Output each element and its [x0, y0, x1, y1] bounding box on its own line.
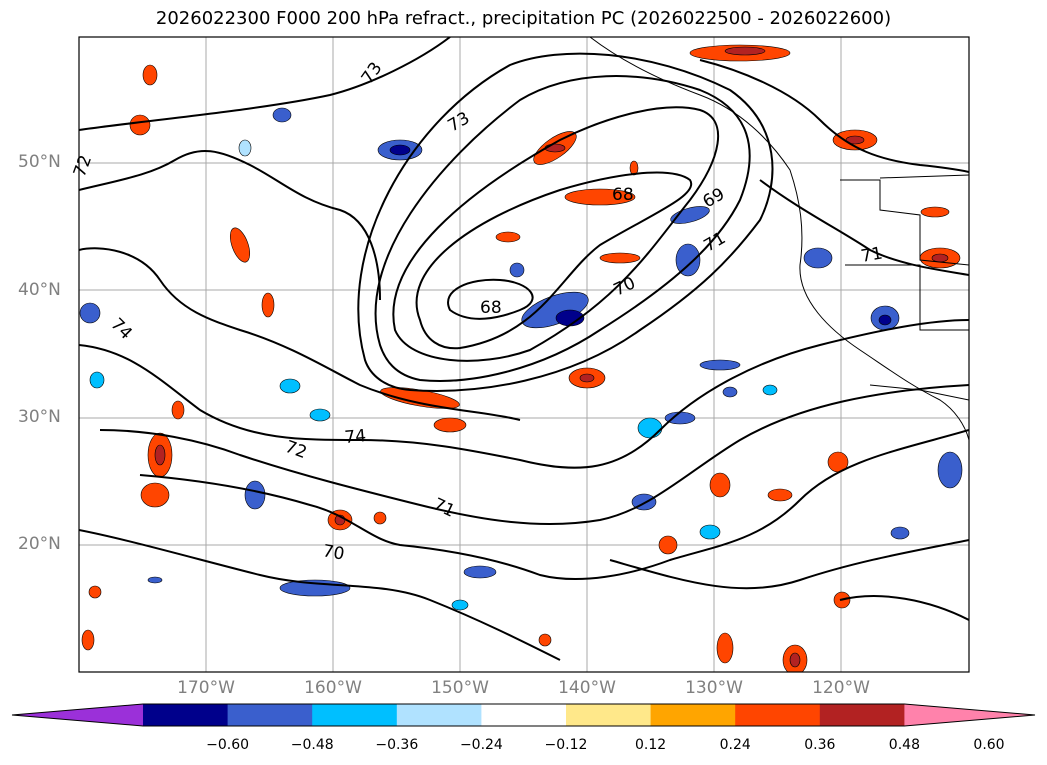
- contour-label: 68: [480, 298, 502, 318]
- lat-label-50: 50°N: [18, 152, 61, 172]
- lat-label-20: 20°N: [18, 534, 61, 554]
- lat-label-30: 30°N: [18, 407, 61, 427]
- contour-label: 68: [612, 185, 634, 205]
- colorbar: [11, 703, 1036, 727]
- map-frame: [79, 37, 969, 672]
- lon-label-120: 120°W: [812, 678, 870, 698]
- colorbar-tick-label: 0.24: [719, 737, 751, 753]
- lon-label-150: 150°W: [431, 678, 489, 698]
- colorbar-segment: [566, 704, 652, 726]
- colorbar-tick-label: 0.60: [973, 737, 1005, 753]
- map-title: 2026022300 F000 200 hPa refract., precip…: [155, 8, 892, 29]
- colorbar-tick-label: −0.60: [206, 737, 250, 753]
- lon-label-140: 140°W: [558, 678, 616, 698]
- colorbar-segment: [143, 704, 229, 726]
- colorbar-tick-label: −0.48: [290, 737, 334, 753]
- colorbar-extend-max: [904, 704, 1035, 726]
- precip-positive-blobs: [81, 44, 961, 672]
- lon-label-130: 130°W: [685, 678, 743, 698]
- colorbar-tick-label: 0.48: [888, 737, 920, 753]
- colorbar-segment: [819, 704, 905, 726]
- colorbar-tick-label: −0.36: [375, 737, 419, 753]
- lat-label-40: 40°N: [18, 280, 61, 300]
- colorbar-tick-label: 0.36: [804, 737, 836, 753]
- colorbar-segment: [312, 704, 398, 726]
- gridlines: [79, 37, 969, 672]
- colorbar-outline: [11, 703, 1036, 727]
- contour-label: 71: [859, 243, 884, 266]
- contour-label: 74: [344, 426, 367, 448]
- precip-negative-blobs: [79, 107, 963, 611]
- coastlines: [589, 37, 969, 441]
- colorbar-segment: [227, 704, 313, 726]
- refractivity-contours: [79, 37, 969, 661]
- colorbar-segment: [396, 704, 482, 726]
- colorbar-tick-label: −0.12: [544, 737, 588, 753]
- lon-label-170: 170°W: [177, 678, 235, 698]
- colorbar-segment: [735, 704, 821, 726]
- lon-label-160: 160°W: [304, 678, 362, 698]
- colorbar-segment: [481, 704, 567, 726]
- colorbar-extend-min: [12, 704, 143, 726]
- contour-label: 70: [321, 541, 346, 564]
- colorbar-tick-label: 0.12: [635, 737, 667, 753]
- colorbar-tick-label: −0.24: [459, 737, 503, 753]
- colorbar-segment: [650, 704, 736, 726]
